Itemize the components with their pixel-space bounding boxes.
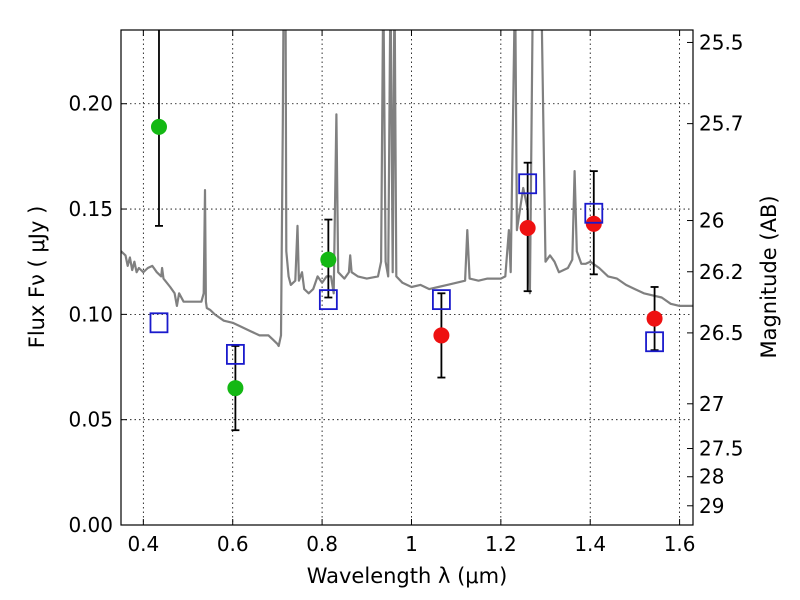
x-tick-label: 1.4 — [574, 532, 606, 556]
red-data-point — [646, 310, 663, 327]
plot-frame — [120, 29, 694, 526]
red-data-point — [433, 327, 450, 344]
blue-square-marker — [149, 312, 169, 334]
x-tick-label: 1.2 — [485, 532, 517, 556]
magnitude-tick-label: 27.5 — [699, 437, 744, 461]
y-tick-label: 0.00 — [68, 513, 113, 537]
ticks — [121, 30, 693, 526]
magnitude-tick-label: 25.7 — [699, 112, 744, 136]
green-data-point — [227, 380, 244, 397]
magnitude-tick-label: 29 — [699, 494, 724, 518]
blue-square-marker — [318, 289, 338, 311]
y-tick-labels: 0.00 0.05 0.10 0.15 0.20 — [68, 92, 113, 537]
x-tick-label: 0.8 — [306, 532, 338, 556]
x-tick-label: 1 — [405, 532, 418, 556]
magnitude-tick-label: 26 — [699, 209, 724, 233]
y-axis-label: Flux Fν ( μJy ) — [25, 206, 49, 349]
x-tick-label: 1.6 — [664, 532, 696, 556]
magnitude-tick-label: 26.2 — [699, 260, 744, 284]
spectrum-layer — [121, 30, 693, 348]
marker-layer — [149, 118, 664, 397]
x-tick-labels: 0.4 0.6 0.8 1 1.2 1.4 1.6 — [127, 532, 695, 556]
y-tick-label: 0.10 — [68, 302, 113, 326]
green-data-point — [320, 251, 337, 268]
x-axis-label: Wavelength λ (μm) — [307, 564, 508, 588]
x-tick-label: 0.4 — [127, 532, 159, 556]
blue-square-marker — [584, 202, 604, 224]
blue-square-marker — [225, 343, 245, 365]
y-tick-label: 0.20 — [68, 92, 113, 116]
magnitude-tick-label: 28 — [699, 465, 724, 489]
y-tick-label: 0.15 — [68, 197, 113, 221]
blue-square-marker — [645, 331, 664, 353]
magnitude-tick-label: 27 — [699, 392, 724, 416]
red-data-point — [585, 215, 602, 232]
blue-square-marker — [518, 173, 538, 195]
green-data-point — [150, 118, 167, 135]
x-tick-label: 0.6 — [217, 532, 249, 556]
magnitude-tick-labels: 25.5 25.7 26 26.2 26.5 27 27.5 28 29 — [699, 30, 744, 517]
blue-square-marker — [432, 289, 451, 311]
magnitude-tick-label: 26.5 — [699, 321, 744, 345]
spectrum-line — [121, 30, 693, 348]
y-tick-label: 0.05 — [68, 408, 113, 432]
magnitude-tick-label: 25.5 — [699, 30, 744, 54]
red-data-point — [519, 220, 536, 236]
magnitude-axis-label: Magnitude (AB) — [757, 195, 781, 358]
